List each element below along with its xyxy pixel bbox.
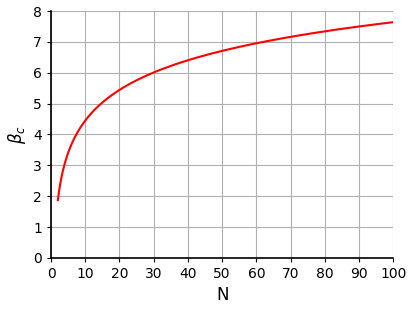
X-axis label: N: N — [216, 286, 228, 304]
Y-axis label: $\beta_c$: $\beta_c$ — [5, 125, 28, 144]
